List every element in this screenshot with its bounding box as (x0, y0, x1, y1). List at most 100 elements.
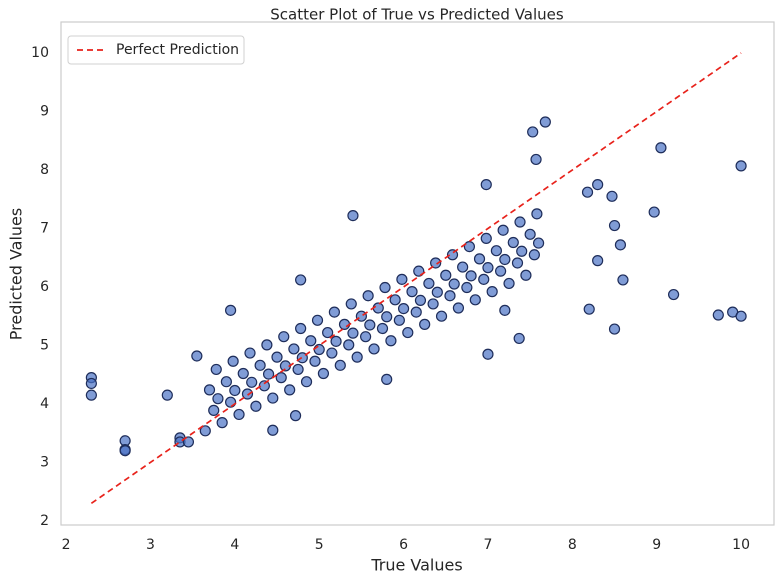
point (532, 237, 545, 249)
points (85, 116, 747, 457)
point (581, 186, 594, 198)
point (648, 206, 660, 218)
point (480, 178, 492, 191)
point (393, 314, 405, 326)
point (225, 396, 237, 408)
point (514, 216, 526, 228)
point (305, 335, 317, 347)
point (430, 257, 442, 269)
point (212, 393, 224, 405)
point (427, 298, 439, 310)
point (482, 262, 494, 274)
point (334, 359, 346, 371)
point (608, 323, 621, 335)
point (592, 255, 604, 267)
x-tick-label: 7 (483, 537, 492, 553)
point (216, 417, 228, 429)
y-tick-label: 4 (40, 396, 49, 412)
point (482, 348, 494, 360)
point (326, 347, 338, 359)
point (85, 389, 97, 401)
point (396, 273, 408, 285)
point (246, 376, 258, 388)
point (237, 367, 249, 380)
point (735, 310, 747, 322)
x-tick-label: 10 (732, 537, 750, 553)
point (490, 245, 502, 257)
point (497, 224, 509, 236)
point (516, 245, 528, 257)
point (296, 352, 308, 364)
point (233, 408, 245, 421)
point (397, 302, 410, 315)
point (461, 281, 473, 294)
point (655, 142, 667, 154)
point (227, 355, 239, 367)
point (355, 310, 367, 322)
point (119, 445, 131, 457)
point (499, 253, 511, 266)
point (381, 373, 393, 385)
y-tick-label: 2 (40, 513, 49, 529)
point (431, 286, 443, 298)
point (292, 363, 304, 376)
point (530, 153, 542, 166)
x-tick-label: 5 (315, 537, 324, 553)
point (343, 339, 355, 351)
point (271, 351, 283, 363)
point (465, 270, 477, 282)
point (330, 335, 342, 347)
point (469, 294, 481, 306)
legend: Perfect Prediction (67, 35, 245, 65)
point (244, 347, 256, 359)
legend-label: Perfect Prediction (116, 42, 239, 58)
point (381, 311, 393, 323)
point (161, 389, 173, 401)
point (322, 326, 334, 339)
point (379, 281, 391, 294)
chart-title: Scatter Plot of True vs Predicted Values (270, 6, 564, 24)
point (423, 277, 435, 290)
x-axis-label: True Values (370, 556, 462, 575)
point (406, 286, 418, 298)
point (250, 400, 262, 412)
point (345, 298, 357, 310)
point (267, 424, 279, 436)
point (735, 160, 747, 172)
point (220, 376, 232, 388)
point (614, 239, 627, 251)
y-axis-label: Predicted Values (7, 208, 26, 340)
point (419, 318, 431, 330)
point (309, 355, 321, 367)
y-tick-label: 9 (40, 103, 49, 119)
point (203, 384, 216, 396)
point (376, 322, 389, 335)
point (191, 350, 203, 362)
legend-box (67, 35, 245, 65)
point (338, 318, 351, 330)
point (457, 261, 469, 273)
point (528, 249, 540, 261)
point (513, 332, 525, 345)
point (258, 380, 270, 392)
point (182, 436, 195, 448)
point (328, 306, 340, 318)
point (225, 304, 237, 316)
point (495, 265, 507, 277)
point (368, 343, 380, 355)
point (606, 190, 618, 202)
point (362, 290, 374, 302)
point (372, 302, 384, 314)
point (712, 309, 724, 321)
x-tick-label: 8 (568, 537, 577, 553)
point (503, 277, 515, 290)
point (210, 363, 222, 376)
point (486, 286, 498, 298)
point (85, 377, 97, 390)
point (499, 304, 511, 316)
point (229, 384, 241, 397)
point (262, 368, 275, 380)
point (539, 116, 551, 128)
point (478, 273, 490, 285)
